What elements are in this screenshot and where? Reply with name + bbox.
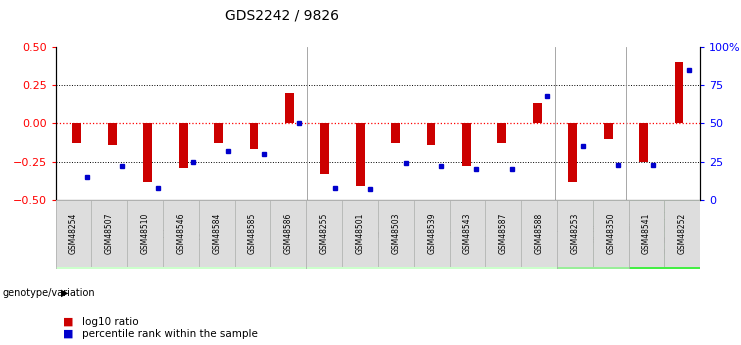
Text: FLT3
internal
tande
n dupli: FLT3 internal tande n dupli	[645, 212, 683, 257]
Bar	[628, 200, 700, 269]
Bar	[306, 200, 342, 267]
Text: GSM48507: GSM48507	[104, 213, 114, 255]
Text: GSM48588: GSM48588	[534, 213, 544, 254]
Text: GSM48586: GSM48586	[284, 213, 293, 254]
Text: GSM48584: GSM48584	[212, 213, 222, 254]
Bar	[56, 200, 91, 267]
Text: GSM48587: GSM48587	[499, 213, 508, 254]
Bar	[427, 123, 436, 145]
Text: FLT3 internal tandem duplications: FLT3 internal tandem duplications	[348, 230, 515, 239]
Text: log10 ratio: log10 ratio	[82, 317, 138, 326]
Bar	[199, 200, 235, 267]
Bar	[604, 123, 613, 139]
Bar	[521, 200, 557, 267]
Text: GSM48252: GSM48252	[678, 213, 687, 254]
Bar	[391, 123, 400, 143]
Text: ■: ■	[63, 317, 73, 326]
Bar	[356, 123, 365, 186]
Text: GSM48510: GSM48510	[141, 213, 150, 254]
Text: GSM48541: GSM48541	[642, 213, 651, 254]
Text: ■: ■	[63, 329, 73, 338]
Bar	[413, 200, 450, 267]
Bar	[285, 92, 293, 123]
Bar	[320, 123, 329, 174]
Text: GSM48543: GSM48543	[463, 213, 472, 255]
Text: ▶: ▶	[61, 288, 68, 298]
Bar	[568, 123, 577, 182]
Bar	[557, 200, 628, 269]
Bar	[497, 123, 506, 143]
Bar	[163, 200, 199, 267]
Bar	[450, 200, 485, 267]
Bar	[73, 123, 82, 143]
Text: GSM48503: GSM48503	[391, 213, 400, 255]
Bar	[214, 123, 223, 143]
Bar	[639, 123, 648, 162]
Text: GSM48253: GSM48253	[571, 213, 579, 254]
Text: percentile rank within the sample: percentile rank within the sample	[82, 329, 257, 338]
Bar	[485, 200, 521, 267]
Bar	[179, 123, 187, 168]
Text: FLT3 wild type: FLT3 wild type	[146, 230, 216, 239]
Text: GSM48255: GSM48255	[319, 213, 329, 254]
Text: GSM48350: GSM48350	[606, 213, 615, 255]
Bar	[56, 200, 306, 269]
Text: GDS2242 / 9826: GDS2242 / 9826	[225, 9, 339, 23]
Bar	[143, 123, 152, 182]
Text: GSM48585: GSM48585	[248, 213, 257, 254]
Text: GSM48501: GSM48501	[356, 213, 365, 254]
Bar	[674, 62, 683, 123]
Bar	[593, 200, 628, 267]
Bar	[462, 123, 471, 166]
Bar	[127, 200, 163, 267]
Bar	[250, 123, 259, 149]
Bar	[235, 200, 270, 267]
Bar	[628, 200, 665, 267]
Text: FLT3 aspartic acid
mutation: FLT3 aspartic acid mutation	[549, 224, 637, 245]
Text: genotype/variation: genotype/variation	[2, 288, 95, 298]
Bar	[342, 200, 378, 267]
Bar	[306, 200, 557, 269]
Bar	[665, 200, 700, 267]
Bar	[557, 200, 593, 267]
Bar	[270, 200, 306, 267]
Bar	[533, 104, 542, 123]
Text: GSM48254: GSM48254	[69, 213, 78, 254]
Bar	[378, 200, 413, 267]
Text: GSM48546: GSM48546	[176, 213, 185, 255]
Bar	[91, 200, 127, 267]
Bar	[108, 123, 116, 145]
Text: GSM48539: GSM48539	[427, 213, 436, 255]
